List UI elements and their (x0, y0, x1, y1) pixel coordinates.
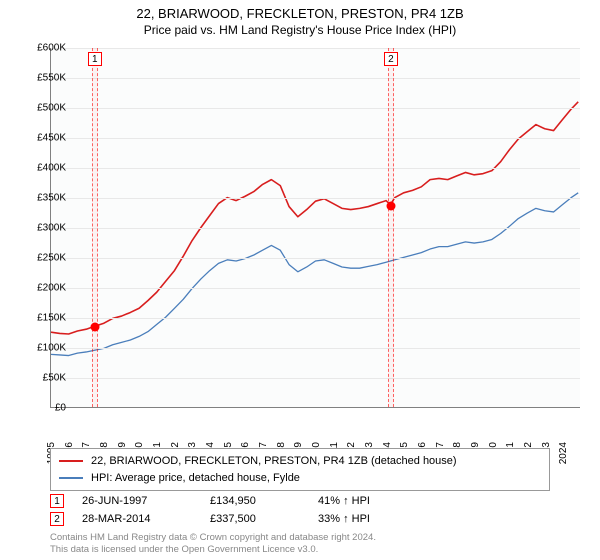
sale-date: 28-MAR-2014 (82, 513, 192, 525)
sale-marker-band (388, 48, 394, 407)
title-address: 22, BRIARWOOD, FRECKLETON, PRESTON, PR4 … (0, 6, 600, 23)
legend-label: 22, BRIARWOOD, FRECKLETON, PRESTON, PR4 … (91, 453, 457, 470)
sale-row: 1 26-JUN-1997 £134,950 41% ↑ HPI (50, 492, 408, 510)
series-line-property (51, 102, 578, 334)
attribution: Contains HM Land Registry data © Crown c… (50, 532, 376, 556)
y-axis-label: £550K (22, 73, 66, 84)
sale-marker-dot (386, 201, 395, 210)
y-axis-label: £400K (22, 163, 66, 174)
y-axis-label: £600K (22, 43, 66, 54)
y-axis-label: £150K (22, 313, 66, 324)
y-axis-label: £50K (22, 373, 66, 384)
page-root: 22, BRIARWOOD, FRECKLETON, PRESTON, PR4 … (0, 0, 600, 560)
y-axis-label: £250K (22, 253, 66, 264)
sale-marker-badge: 2 (384, 52, 398, 66)
x-axis-labels: 1995199619971998199920002001200220032004… (50, 412, 580, 446)
legend-label: HPI: Average price, detached house, Fyld… (91, 470, 300, 487)
sale-badge: 1 (50, 494, 64, 508)
y-axis-label: £300K (22, 223, 66, 234)
sale-badge: 2 (50, 512, 64, 526)
sale-pct: 33% ↑ HPI (318, 513, 408, 525)
legend-item: HPI: Average price, detached house, Fyld… (59, 470, 541, 487)
x-axis-label: 2024 (558, 442, 569, 464)
y-axis-label: £200K (22, 283, 66, 294)
sale-price: £134,950 (210, 495, 300, 507)
legend: 22, BRIARWOOD, FRECKLETON, PRESTON, PR4 … (50, 448, 550, 491)
legend-swatch (59, 477, 83, 479)
legend-item: 22, BRIARWOOD, FRECKLETON, PRESTON, PR4 … (59, 453, 541, 470)
sale-price: £337,500 (210, 513, 300, 525)
chart-plot-area: 12 (50, 48, 580, 408)
sale-marker-badge: 1 (88, 52, 102, 66)
y-axis-label: £450K (22, 133, 66, 144)
sale-date: 26-JUN-1997 (82, 495, 192, 507)
legend-swatch (59, 460, 83, 462)
sale-marker-dot (90, 323, 99, 332)
series-line-hpi (51, 193, 578, 356)
y-axis-label: £500K (22, 103, 66, 114)
attribution-line: This data is licensed under the Open Gov… (50, 544, 376, 556)
sale-row: 2 28-MAR-2014 £337,500 33% ↑ HPI (50, 510, 408, 528)
sales-list: 1 26-JUN-1997 £134,950 41% ↑ HPI 2 28-MA… (50, 492, 408, 528)
y-axis-label: £0 (22, 403, 66, 414)
title-subtitle: Price paid vs. HM Land Registry's House … (0, 23, 600, 39)
y-axis-label: £100K (22, 343, 66, 354)
y-axis-label: £350K (22, 193, 66, 204)
attribution-line: Contains HM Land Registry data © Crown c… (50, 532, 376, 544)
chart-title-block: 22, BRIARWOOD, FRECKLETON, PRESTON, PR4 … (0, 0, 600, 38)
sale-marker-band (92, 48, 98, 407)
sale-pct: 41% ↑ HPI (318, 495, 408, 507)
